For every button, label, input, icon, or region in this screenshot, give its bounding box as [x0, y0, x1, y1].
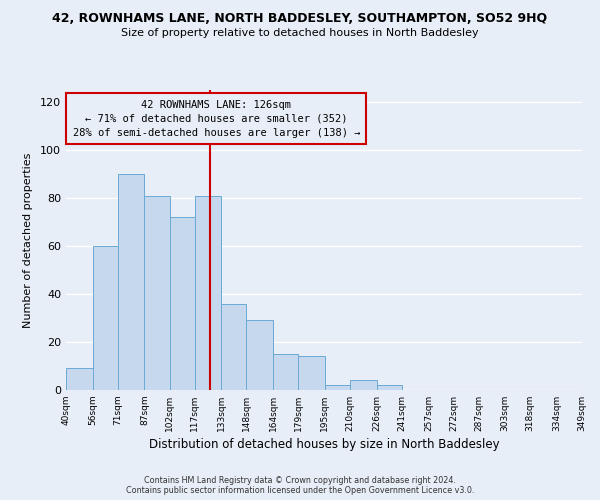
- X-axis label: Distribution of detached houses by size in North Baddesley: Distribution of detached houses by size …: [149, 438, 499, 451]
- Bar: [118, 174, 145, 390]
- Text: Contains public sector information licensed under the Open Government Licence v3: Contains public sector information licen…: [126, 486, 474, 495]
- Bar: [350, 380, 377, 390]
- Text: 42 ROWNHAMS LANE: 126sqm
← 71% of detached houses are smaller (352)
28% of semi-: 42 ROWNHAMS LANE: 126sqm ← 71% of detach…: [73, 100, 360, 138]
- Bar: [377, 385, 401, 390]
- Text: Size of property relative to detached houses in North Baddesley: Size of property relative to detached ho…: [121, 28, 479, 38]
- Text: 42, ROWNHAMS LANE, NORTH BADDESLEY, SOUTHAMPTON, SO52 9HQ: 42, ROWNHAMS LANE, NORTH BADDESLEY, SOUT…: [52, 12, 548, 26]
- Bar: [194, 196, 221, 390]
- Bar: [325, 385, 350, 390]
- Y-axis label: Number of detached properties: Number of detached properties: [23, 152, 33, 328]
- Bar: [145, 196, 170, 390]
- Text: Contains HM Land Registry data © Crown copyright and database right 2024.: Contains HM Land Registry data © Crown c…: [144, 476, 456, 485]
- Bar: [247, 320, 273, 390]
- Bar: [93, 246, 118, 390]
- Bar: [221, 304, 247, 390]
- Bar: [170, 217, 194, 390]
- Bar: [66, 368, 93, 390]
- Bar: [298, 356, 325, 390]
- Bar: [273, 354, 298, 390]
